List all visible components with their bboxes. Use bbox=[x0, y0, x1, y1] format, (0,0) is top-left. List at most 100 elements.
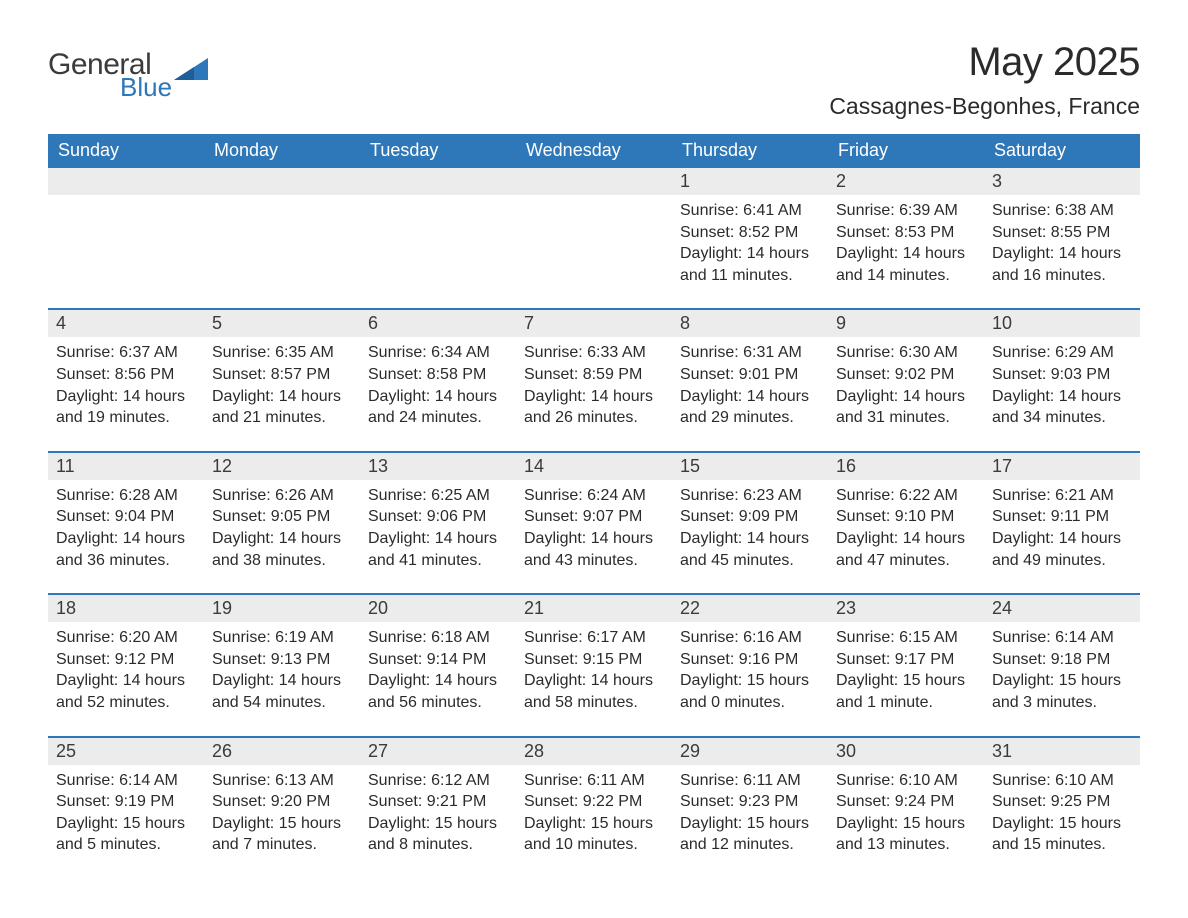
sunset-line: Sunset: 9:14 PM bbox=[368, 649, 508, 671]
week-row: 1Sunrise: 6:41 AMSunset: 8:52 PMDaylight… bbox=[48, 168, 1140, 290]
sunrise-line: Sunrise: 6:17 AM bbox=[524, 627, 664, 649]
day-cell: 4Sunrise: 6:37 AMSunset: 8:56 PMDaylight… bbox=[48, 310, 204, 432]
day-number: 20 bbox=[360, 595, 516, 622]
sunrise-line: Sunrise: 6:41 AM bbox=[680, 200, 820, 222]
daylight-line: Daylight: 14 hours and 54 minutes. bbox=[212, 670, 352, 713]
daylight-line: Daylight: 14 hours and 14 minutes. bbox=[836, 243, 976, 286]
sunset-line: Sunset: 8:53 PM bbox=[836, 222, 976, 244]
day-number: 4 bbox=[48, 310, 204, 337]
day-body: Sunrise: 6:39 AMSunset: 8:53 PMDaylight:… bbox=[828, 195, 984, 286]
day-cell: 2Sunrise: 6:39 AMSunset: 8:53 PMDaylight… bbox=[828, 168, 984, 290]
week-row: 4Sunrise: 6:37 AMSunset: 8:56 PMDaylight… bbox=[48, 308, 1140, 432]
day-number: 1 bbox=[672, 168, 828, 195]
sunrise-line: Sunrise: 6:26 AM bbox=[212, 485, 352, 507]
sunrise-line: Sunrise: 6:28 AM bbox=[56, 485, 196, 507]
week-row: 18Sunrise: 6:20 AMSunset: 9:12 PMDayligh… bbox=[48, 593, 1140, 717]
daylight-line: Daylight: 14 hours and 43 minutes. bbox=[524, 528, 664, 571]
day-number: 18 bbox=[48, 595, 204, 622]
day-cell: 30Sunrise: 6:10 AMSunset: 9:24 PMDayligh… bbox=[828, 738, 984, 860]
sunrise-line: Sunrise: 6:31 AM bbox=[680, 342, 820, 364]
day-body: Sunrise: 6:33 AMSunset: 8:59 PMDaylight:… bbox=[516, 337, 672, 428]
daylight-line: Daylight: 14 hours and 38 minutes. bbox=[212, 528, 352, 571]
sunrise-line: Sunrise: 6:37 AM bbox=[56, 342, 196, 364]
daylight-line: Daylight: 14 hours and 24 minutes. bbox=[368, 386, 508, 429]
daylight-line: Daylight: 15 hours and 12 minutes. bbox=[680, 813, 820, 856]
day-cell: 9Sunrise: 6:30 AMSunset: 9:02 PMDaylight… bbox=[828, 310, 984, 432]
day-cell: 20Sunrise: 6:18 AMSunset: 9:14 PMDayligh… bbox=[360, 595, 516, 717]
sunset-line: Sunset: 9:06 PM bbox=[368, 506, 508, 528]
daylight-line: Daylight: 14 hours and 29 minutes. bbox=[680, 386, 820, 429]
day-number: 3 bbox=[984, 168, 1140, 195]
logo: General Blue bbox=[48, 40, 208, 100]
day-cell: 27Sunrise: 6:12 AMSunset: 9:21 PMDayligh… bbox=[360, 738, 516, 860]
day-cell: 1Sunrise: 6:41 AMSunset: 8:52 PMDaylight… bbox=[672, 168, 828, 290]
sunset-line: Sunset: 9:04 PM bbox=[56, 506, 196, 528]
sunrise-line: Sunrise: 6:15 AM bbox=[836, 627, 976, 649]
day-cell: 11Sunrise: 6:28 AMSunset: 9:04 PMDayligh… bbox=[48, 453, 204, 575]
day-cell: 24Sunrise: 6:14 AMSunset: 9:18 PMDayligh… bbox=[984, 595, 1140, 717]
week-row: 11Sunrise: 6:28 AMSunset: 9:04 PMDayligh… bbox=[48, 451, 1140, 575]
sunset-line: Sunset: 9:16 PM bbox=[680, 649, 820, 671]
day-cell: 10Sunrise: 6:29 AMSunset: 9:03 PMDayligh… bbox=[984, 310, 1140, 432]
day-number: 27 bbox=[360, 738, 516, 765]
day-body: Sunrise: 6:19 AMSunset: 9:13 PMDaylight:… bbox=[204, 622, 360, 713]
day-body: Sunrise: 6:23 AMSunset: 9:09 PMDaylight:… bbox=[672, 480, 828, 571]
sunrise-line: Sunrise: 6:23 AM bbox=[680, 485, 820, 507]
day-body: Sunrise: 6:41 AMSunset: 8:52 PMDaylight:… bbox=[672, 195, 828, 286]
daylight-line: Daylight: 15 hours and 10 minutes. bbox=[524, 813, 664, 856]
day-cell: 31Sunrise: 6:10 AMSunset: 9:25 PMDayligh… bbox=[984, 738, 1140, 860]
day-empty bbox=[204, 168, 360, 290]
weeks-container: 1Sunrise: 6:41 AMSunset: 8:52 PMDaylight… bbox=[48, 168, 1140, 860]
day-number: 16 bbox=[828, 453, 984, 480]
sunset-line: Sunset: 9:19 PM bbox=[56, 791, 196, 813]
day-number: 6 bbox=[360, 310, 516, 337]
day-body: Sunrise: 6:20 AMSunset: 9:12 PMDaylight:… bbox=[48, 622, 204, 713]
sunrise-line: Sunrise: 6:13 AM bbox=[212, 770, 352, 792]
logo-triangle-icon bbox=[174, 58, 208, 80]
sunrise-line: Sunrise: 6:38 AM bbox=[992, 200, 1132, 222]
sunrise-line: Sunrise: 6:11 AM bbox=[680, 770, 820, 792]
sunrise-line: Sunrise: 6:10 AM bbox=[836, 770, 976, 792]
sunrise-line: Sunrise: 6:14 AM bbox=[56, 770, 196, 792]
day-number: 15 bbox=[672, 453, 828, 480]
daylight-line: Daylight: 15 hours and 0 minutes. bbox=[680, 670, 820, 713]
daylight-line: Daylight: 14 hours and 45 minutes. bbox=[680, 528, 820, 571]
sunrise-line: Sunrise: 6:12 AM bbox=[368, 770, 508, 792]
sunset-line: Sunset: 9:01 PM bbox=[680, 364, 820, 386]
sunset-line: Sunset: 9:24 PM bbox=[836, 791, 976, 813]
sunrise-line: Sunrise: 6:24 AM bbox=[524, 485, 664, 507]
day-empty bbox=[516, 168, 672, 290]
day-body: Sunrise: 6:14 AMSunset: 9:18 PMDaylight:… bbox=[984, 622, 1140, 713]
day-number: 25 bbox=[48, 738, 204, 765]
day-cell: 13Sunrise: 6:25 AMSunset: 9:06 PMDayligh… bbox=[360, 453, 516, 575]
daylight-line: Daylight: 14 hours and 47 minutes. bbox=[836, 528, 976, 571]
header-bar: General Blue May 2025 Cassagnes-Begonhes… bbox=[48, 40, 1140, 120]
dow-saturday: Saturday bbox=[984, 134, 1140, 168]
day-cell: 29Sunrise: 6:11 AMSunset: 9:23 PMDayligh… bbox=[672, 738, 828, 860]
sunset-line: Sunset: 9:03 PM bbox=[992, 364, 1132, 386]
day-body: Sunrise: 6:26 AMSunset: 9:05 PMDaylight:… bbox=[204, 480, 360, 571]
day-cell: 6Sunrise: 6:34 AMSunset: 8:58 PMDaylight… bbox=[360, 310, 516, 432]
day-number bbox=[516, 168, 672, 195]
day-cell: 3Sunrise: 6:38 AMSunset: 8:55 PMDaylight… bbox=[984, 168, 1140, 290]
day-number: 17 bbox=[984, 453, 1140, 480]
day-cell: 8Sunrise: 6:31 AMSunset: 9:01 PMDaylight… bbox=[672, 310, 828, 432]
day-number: 22 bbox=[672, 595, 828, 622]
day-body: Sunrise: 6:18 AMSunset: 9:14 PMDaylight:… bbox=[360, 622, 516, 713]
sunset-line: Sunset: 9:21 PM bbox=[368, 791, 508, 813]
day-number: 31 bbox=[984, 738, 1140, 765]
sunrise-line: Sunrise: 6:16 AM bbox=[680, 627, 820, 649]
day-cell: 16Sunrise: 6:22 AMSunset: 9:10 PMDayligh… bbox=[828, 453, 984, 575]
sunset-line: Sunset: 8:52 PM bbox=[680, 222, 820, 244]
sunset-line: Sunset: 9:15 PM bbox=[524, 649, 664, 671]
day-body: Sunrise: 6:38 AMSunset: 8:55 PMDaylight:… bbox=[984, 195, 1140, 286]
sunrise-line: Sunrise: 6:14 AM bbox=[992, 627, 1132, 649]
day-body: Sunrise: 6:24 AMSunset: 9:07 PMDaylight:… bbox=[516, 480, 672, 571]
location-subtitle: Cassagnes-Begonhes, France bbox=[829, 93, 1140, 120]
daylight-line: Daylight: 15 hours and 1 minute. bbox=[836, 670, 976, 713]
day-empty bbox=[360, 168, 516, 290]
sunrise-line: Sunrise: 6:11 AM bbox=[524, 770, 664, 792]
day-cell: 12Sunrise: 6:26 AMSunset: 9:05 PMDayligh… bbox=[204, 453, 360, 575]
logo-text: General Blue bbox=[48, 50, 172, 100]
daylight-line: Daylight: 14 hours and 56 minutes. bbox=[368, 670, 508, 713]
